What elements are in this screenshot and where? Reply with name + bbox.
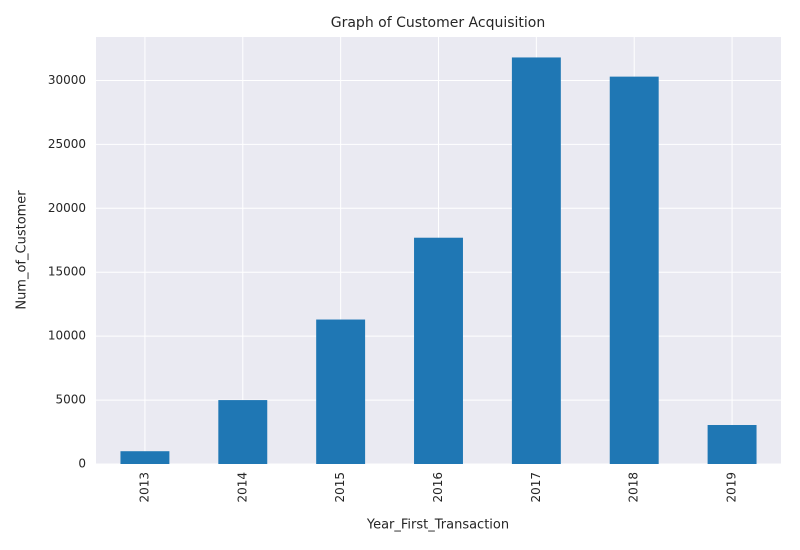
bar [218,400,268,464]
x-axis-label: Year_First_Transaction [366,518,509,533]
x-tick-label: 2019 [725,472,739,503]
x-tick-label: 2016 [431,472,445,503]
y-axis-label: Num_of_Customer [15,190,30,310]
x-tick-label: 2015 [333,472,347,503]
bar [609,76,659,464]
bar [316,319,366,464]
y-tick-label: 10000 [48,329,86,343]
y-tick-label: 0 [78,457,86,471]
x-tick-label: 2017 [529,472,543,503]
bar [120,451,170,464]
x-tick-label: 2013 [137,472,151,503]
bar [707,425,757,464]
y-tick-label: 15000 [48,265,86,279]
chart-title: Graph of Customer Acquisition [331,15,545,31]
y-tick-label: 20000 [48,201,86,215]
bar [414,237,463,464]
y-tick-label: 25000 [48,137,86,151]
x-tick-label: 2014 [235,472,249,503]
bar [511,57,561,465]
y-tick-label: 30000 [48,73,86,87]
x-tick-label: 2018 [627,472,641,503]
y-tick-label: 5000 [55,393,86,407]
